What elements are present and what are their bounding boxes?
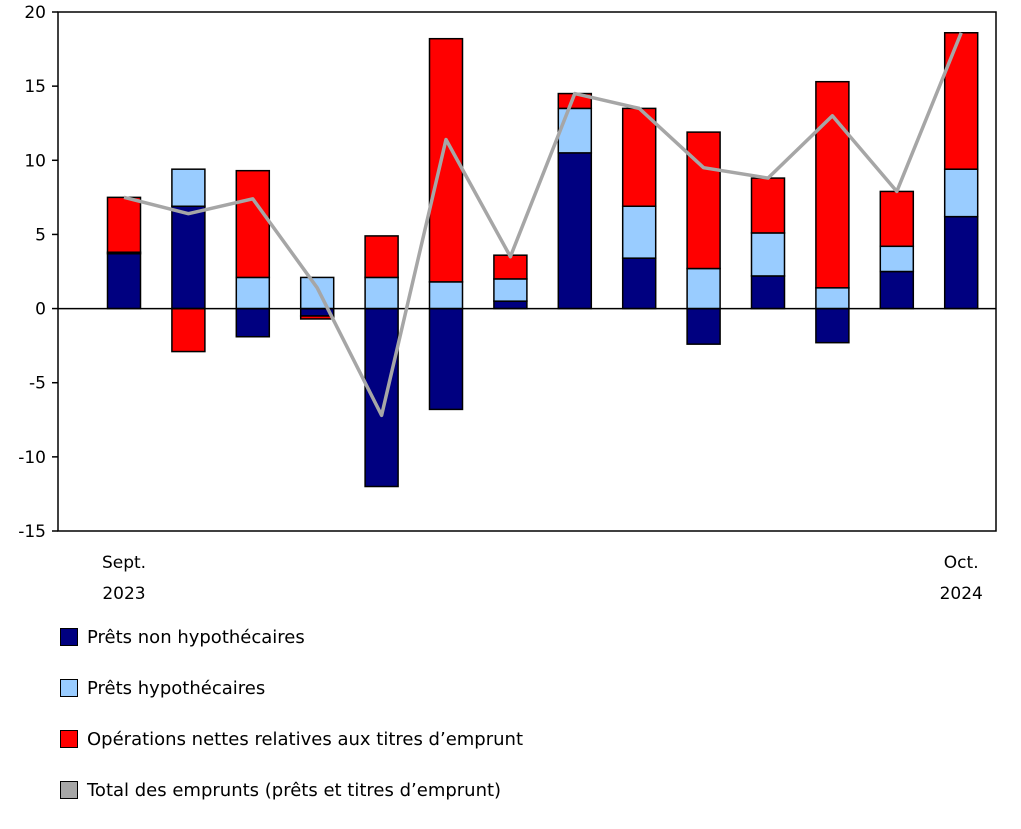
legend-item-operations-titres: Opérations nettes relatives aux titres d… <box>60 727 523 751</box>
bar-segment-2-8 <box>623 108 656 206</box>
x-tick-label-year: 2023 <box>102 584 145 604</box>
legend: Prêts non hypothécaires Prêts hypothécai… <box>60 625 523 829</box>
legend-item-prets-hypothecaires: Prêts hypothécaires <box>60 676 523 700</box>
bar-segment-0-10 <box>752 276 785 309</box>
x-tick-label-year: 2024 <box>940 584 983 604</box>
legend-swatch-total-emprunts <box>60 781 78 799</box>
legend-label: Opérations nettes relatives aux titres d… <box>87 729 523 750</box>
bar-segment-1-12 <box>880 246 913 271</box>
bar-segment-0-1 <box>172 206 205 308</box>
y-tick-label: 5 <box>35 225 46 245</box>
bar-segment-2-9 <box>687 132 720 268</box>
legend-swatch-prets-hypothecaires <box>60 679 78 697</box>
bar-segment-1-3 <box>301 277 334 308</box>
legend-label: Total des emprunts (prêts et titres d’em… <box>87 780 501 801</box>
legend-item-prets-non-hypothecaires: Prêts non hypothécaires <box>60 625 523 649</box>
bar-segment-1-4 <box>365 277 398 308</box>
bar-segment-1-5 <box>430 282 463 309</box>
bar-segment-1-1 <box>172 169 205 206</box>
bar-segment-0-12 <box>880 272 913 309</box>
bar-segment-0-7 <box>558 153 591 309</box>
bar-segment-1-11 <box>816 288 849 309</box>
bar-segment-2-1 <box>172 309 205 352</box>
y-tick-label: 0 <box>35 300 46 320</box>
bar-segment-0-9 <box>687 309 720 345</box>
legend-label: Prêts non hypothécaires <box>87 627 305 648</box>
bar-segment-0-8 <box>623 258 656 308</box>
bar-segment-2-4 <box>365 236 398 278</box>
bar-segment-0-6 <box>494 301 527 308</box>
legend-swatch-prets-non-hypothecaires <box>60 628 78 646</box>
y-tick-label: 10 <box>24 151 46 171</box>
bar-segment-0-11 <box>816 309 849 343</box>
bar-segment-2-6 <box>494 255 527 279</box>
legend-label: Prêts hypothécaires <box>87 678 265 699</box>
bar-segment-1-10 <box>752 233 785 276</box>
x-tick-label-month: Oct. <box>944 553 979 573</box>
y-tick-label: 20 <box>24 3 46 23</box>
y-tick-label: -5 <box>29 374 46 394</box>
bar-segment-2-12 <box>880 191 913 246</box>
y-tick-label: -10 <box>18 448 46 468</box>
bar-segment-2-10 <box>752 178 785 233</box>
bar-segment-1-13 <box>945 169 978 216</box>
bar-segment-1-9 <box>687 269 720 309</box>
legend-item-total-emprunts: Total des emprunts (prêts et titres d’em… <box>60 778 523 802</box>
bar-segment-2-11 <box>816 82 849 288</box>
bar-segment-0-4 <box>365 309 398 487</box>
bar-segment-1-7 <box>558 108 591 152</box>
bar-segment-0-0 <box>108 254 141 309</box>
legend-swatch-operations-titres <box>60 730 78 748</box>
y-tick-label: -15 <box>18 522 46 542</box>
bar-segment-0-13 <box>945 217 978 309</box>
chart: -15 -10 -5 0 5 10 15 20 Sept. 2023 Oct. 2024 <box>0 0 1021 620</box>
stacked-bar-chart: -15 -10 -5 0 5 10 15 20 Sept. 2023 Oct. 2024 <box>0 0 1021 620</box>
y-tick-label: 15 <box>24 77 46 97</box>
bar-segment-0-2 <box>236 309 269 337</box>
bar-segment-2-0 <box>108 197 141 252</box>
bar-segment-2-3 <box>301 316 334 319</box>
bar-segment-1-2 <box>236 277 269 308</box>
bar-segment-1-6 <box>494 279 527 301</box>
bar-segment-2-2 <box>236 171 269 278</box>
bar-segment-2-13 <box>945 33 978 169</box>
bar-segment-1-8 <box>623 206 656 258</box>
bar-segment-0-5 <box>430 309 463 410</box>
x-tick-label-month: Sept. <box>102 553 146 573</box>
